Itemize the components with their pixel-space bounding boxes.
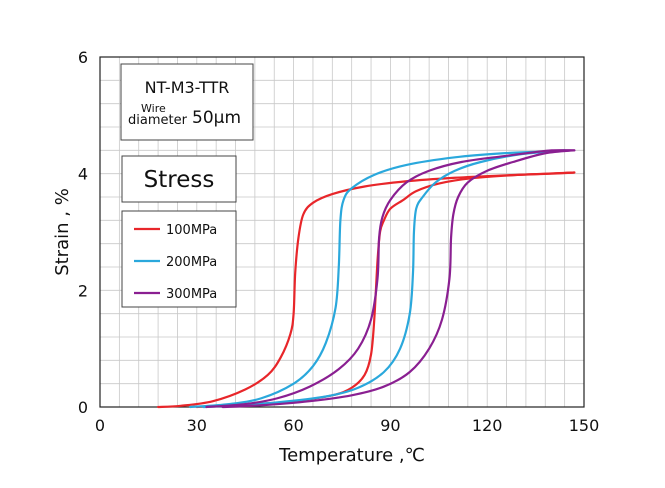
x-tick-label: 150 — [569, 416, 600, 435]
info-box-diameter-value: 50μm — [192, 108, 241, 128]
stress-box-label: Stress — [144, 167, 215, 193]
tick-labels: 0 30 60 90 120 150 0 2 4 6 — [78, 48, 599, 435]
series-cooling-line — [221, 149, 576, 409]
plot-frame — [99, 56, 585, 408]
x-tick-label: 0 — [95, 416, 105, 435]
series-cooling-line — [202, 149, 566, 409]
y-tick-label: 4 — [78, 165, 88, 184]
legend-label: 200MPa — [166, 255, 217, 270]
info-box-title: NT-M3-TTR — [145, 78, 230, 97]
series-300MPa — [205, 149, 576, 409]
stress-box: Stress — [121, 155, 237, 203]
x-tick-label: 60 — [283, 416, 303, 435]
y-tick-label: 2 — [78, 281, 88, 300]
series-heating-line — [205, 149, 576, 409]
info-box-wire: Wire — [141, 102, 166, 115]
x-tick-label: 120 — [472, 416, 503, 435]
x-axis-label: Temperature ,℃ — [278, 445, 425, 466]
y-tick-label: 0 — [78, 398, 88, 417]
series-heating-line — [189, 149, 566, 409]
series-heating-line — [156, 171, 576, 409]
info-box-diameter: diameter — [128, 113, 188, 128]
x-tick-label: 30 — [187, 416, 207, 435]
legend: 100MPa 200MPa 300MPa — [121, 210, 237, 308]
series-200MPa — [189, 149, 566, 409]
y-tick-label: 6 — [78, 48, 88, 67]
y-axis-label: Strain , % — [52, 188, 73, 276]
series-layer — [156, 149, 576, 409]
legend-label: 300MPa — [166, 287, 217, 302]
legend-label: 100MPa — [166, 223, 217, 238]
info-box: NT-M3-TTR Wire diameter 50μm — [120, 63, 254, 141]
x-tick-label: 90 — [380, 416, 400, 435]
